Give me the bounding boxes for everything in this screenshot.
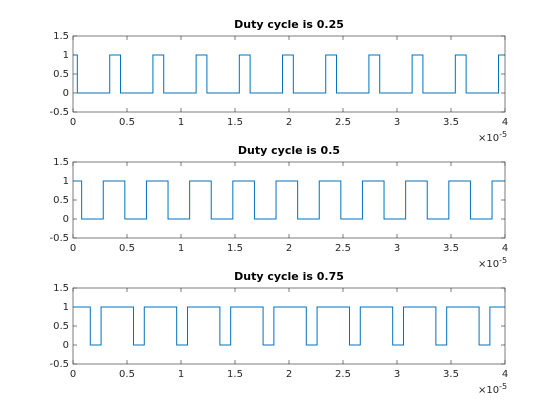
x-tick-label: 0 xyxy=(70,369,76,380)
x-tick-label: 3.5 xyxy=(443,369,459,380)
y-tick-label: 0.5 xyxy=(53,321,69,332)
y-tick-label: -0.5 xyxy=(49,233,69,244)
axes-box xyxy=(72,161,506,239)
y-tick-label: 1.5 xyxy=(53,31,69,42)
x-tick-label: 3 xyxy=(394,117,400,128)
y-tick-label: -0.5 xyxy=(49,107,69,118)
x-tick-label: 4 xyxy=(502,117,508,128)
signal-line xyxy=(73,306,505,346)
x-tick-label: 2.5 xyxy=(335,369,351,380)
y-tick-label: 0.5 xyxy=(53,195,69,206)
x-tick-label: 3.5 xyxy=(443,243,459,254)
y-tick-label: -0.5 xyxy=(49,359,69,370)
x-tick-label: 0 xyxy=(70,243,76,254)
y-tick-label: 0 xyxy=(63,214,69,225)
signal-line xyxy=(73,54,505,94)
x-tick-label: 4 xyxy=(502,369,508,380)
axes-box xyxy=(72,35,506,113)
y-tick-label: 1.5 xyxy=(53,283,69,294)
x-tick-label: 1.5 xyxy=(227,117,243,128)
axes-box xyxy=(72,287,506,365)
x-multiplier-exponent: -5 xyxy=(499,256,507,265)
plot-area xyxy=(73,288,505,364)
subplot-title: Duty cycle is 0.5 xyxy=(238,144,340,157)
plot-area xyxy=(73,36,505,112)
x-tick-label: 3.5 xyxy=(443,117,459,128)
signal-line xyxy=(73,180,505,220)
y-tick-label: 1 xyxy=(63,302,69,313)
x-multiplier-exponent: -5 xyxy=(499,382,507,391)
subplot: Duty cycle is 0.75-0.500.511.50 0.5 1 1.5 2 2… xyxy=(49,270,508,396)
x-tick-label: 0.5 xyxy=(119,243,135,254)
subplot-title: Duty cycle is 0.25 xyxy=(234,18,344,31)
x-multiplier-exponent: -5 xyxy=(499,130,507,139)
x-tick-label: 4 xyxy=(502,243,508,254)
x-tick-label: 2.5 xyxy=(335,243,351,254)
x-tick-label: 2.5 xyxy=(335,117,351,128)
y-tick-label: 1.5 xyxy=(53,157,69,168)
x-tick-label: 1.5 xyxy=(227,243,243,254)
x-multiplier: ×10-5 xyxy=(478,256,507,271)
y-tick-label: 0.5 xyxy=(53,69,69,80)
x-tick-label: 1 xyxy=(178,369,184,380)
x-tick-label: 3 xyxy=(394,369,400,380)
x-tick-label: 3 xyxy=(394,243,400,254)
subplot-title: Duty cycle is 0.75 xyxy=(234,270,344,283)
x-tick-label: 0 xyxy=(70,117,76,128)
x-tick-label: 0.5 xyxy=(119,117,135,128)
subplot: Duty cycle is 0.5-0.500.511.50 0.5 1 1.5 2 2.… xyxy=(49,144,508,270)
y-tick-label: 0 xyxy=(63,88,69,99)
x-tick-label: 2 xyxy=(286,243,292,254)
x-multiplier: ×10-5 xyxy=(478,130,507,145)
x-tick-label: 2 xyxy=(286,117,292,128)
x-tick-label: 1 xyxy=(178,117,184,128)
y-tick-label: 0 xyxy=(63,340,69,351)
x-tick-label: 0.5 xyxy=(119,369,135,380)
x-multiplier: ×10-5 xyxy=(478,382,507,397)
y-tick-label: 1 xyxy=(63,50,69,61)
y-tick-label: 1 xyxy=(63,176,69,187)
x-tick-label: 1 xyxy=(178,243,184,254)
plot-area xyxy=(73,162,505,238)
x-tick-label: 2 xyxy=(286,369,292,380)
subplot: Duty cycle is 0.25-0.500.511.50 0.5 1 1.5 2 2… xyxy=(49,18,508,144)
x-tick-label: 1.5 xyxy=(227,369,243,380)
